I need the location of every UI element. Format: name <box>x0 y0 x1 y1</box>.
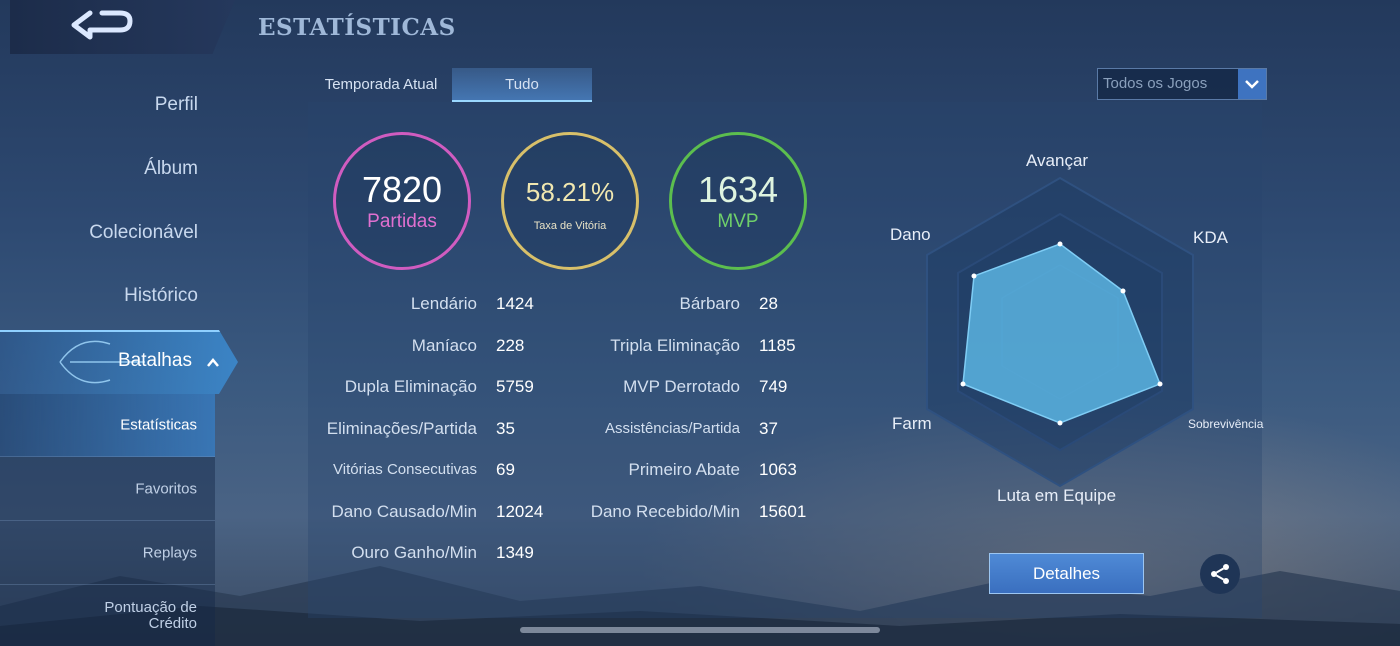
stat-label-barbaro: Bárbaro <box>679 294 740 313</box>
stat-value-lendario: 1424 <box>496 294 534 313</box>
submenu-item-label: Favoritos <box>135 480 197 498</box>
stat-label-tripla: Tripla Eliminação <box>610 336 740 355</box>
radar-label-kda: KDA <box>1193 228 1228 247</box>
stat-label-primeiro-abate: Primeiro Abate <box>628 460 741 479</box>
radar-label-farm: Farm <box>892 414 932 433</box>
home-indicator <box>520 627 880 633</box>
stat-value-eliminacoes: 35 <box>496 419 515 438</box>
mode-filter-select[interactable]: Todos os Jogos <box>1097 68 1267 100</box>
winrate-value: 58.21% <box>525 176 615 207</box>
sidebar-item-perfil[interactable]: Perfil <box>154 94 198 115</box>
winrate-label: Taxa de Vitória <box>533 219 607 232</box>
radar-label-dano: Dano <box>890 225 931 244</box>
stat-label-vitorias: Vitórias Consecutivas <box>333 461 477 478</box>
mode-filter-value: Todos os Jogos <box>1103 75 1208 92</box>
submenu-item-label: Estatísticas <box>120 416 197 434</box>
stat-value-dano-causado: 12024 <box>496 502 544 521</box>
share-icon <box>1211 564 1229 584</box>
stat-value-mvp-derrotado: 749 <box>759 377 788 396</box>
stat-value-barbaro: 28 <box>759 294 778 313</box>
chevron-down-icon[interactable] <box>1238 69 1266 99</box>
stat-label-mvp-derrotado: MVP Derrotado <box>623 377 740 396</box>
stat-label-eliminacoes: Eliminações/Partida <box>326 419 477 438</box>
submenu-item-estatisticas[interactable]: Estatísticas <box>0 394 215 457</box>
stat-value-ouro: 1349 <box>496 543 534 562</box>
stat-label-lendario: Lendário <box>410 294 477 313</box>
submenu-item-replays[interactable]: Replays <box>0 522 215 585</box>
stat-value-dupla: 5759 <box>496 377 534 396</box>
page-title: ESTATÍSTICAS <box>258 14 456 41</box>
submenu-item-label: Pontuação de Crédito <box>104 599 197 632</box>
back-arrow-icon <box>71 10 132 40</box>
mvp-label: MVP <box>717 211 759 232</box>
mvp-value: 1634 <box>697 169 779 210</box>
tab-tudo[interactable]: Tudo <box>452 68 592 102</box>
stat-value-assistencias: 37 <box>759 419 778 438</box>
back-button[interactable] <box>10 0 235 54</box>
sidebar-item-colecionavel[interactable]: Colecionável <box>89 222 198 243</box>
stat-value-vitorias: 69 <box>496 460 515 479</box>
share-button[interactable] <box>1200 554 1240 594</box>
submenu-item-label: Replays <box>142 544 197 562</box>
sidebar-submenu: Estatísticas Favoritos Replays Pontuação… <box>0 394 215 646</box>
submenu-item-pontuacao[interactable]: Pontuação de Crédito <box>0 586 215 646</box>
matches-circle: 7820 Partidas <box>333 132 471 270</box>
stat-value-maniaco: 228 <box>496 336 525 355</box>
sidebar-item-label: Batalhas <box>118 350 192 371</box>
radar-label-sobrevivencia: Sobrevivência <box>1188 417 1264 431</box>
radar-label-avancar: Avançar <box>1026 151 1089 170</box>
details-button[interactable]: Detalhes <box>989 553 1144 594</box>
stat-label-assistencias: Assistências/Partida <box>604 420 740 437</box>
stat-value-tripla: 1185 <box>759 336 796 355</box>
stat-label-dano-causado: Dano Causado/Min <box>331 502 477 521</box>
ornament-icon <box>59 340 145 384</box>
stat-label-ouro: Ouro Ganho/Min <box>351 543 477 562</box>
chevron-up-icon <box>207 358 219 367</box>
stat-label-dano-recebido: Dano Recebido/Min <box>590 502 740 521</box>
radar-chart <box>926 176 1194 488</box>
sidebar-item-historico[interactable]: Histórico <box>124 285 198 306</box>
sidebar-item-batalhas[interactable]: Batalhas <box>0 330 238 394</box>
tab-temporada-atual[interactable]: Temporada Atual <box>324 75 438 93</box>
submenu-item-favoritos[interactable]: Favoritos <box>0 458 215 521</box>
stat-label-maniaco: Maníaco <box>411 336 477 355</box>
winrate-circle: 58.21% Taxa de Vitória <box>501 132 639 270</box>
matches-label: Partidas <box>367 211 437 232</box>
radar-label-luta: Luta em Equipe <box>997 486 1117 505</box>
stat-value-primeiro-abate: 1063 <box>759 460 797 479</box>
matches-value: 7820 <box>361 169 443 210</box>
stat-value-dano-recebido: 15601 <box>759 502 807 521</box>
mvp-circle: 1634 MVP <box>669 132 807 270</box>
sidebar-item-album[interactable]: Álbum <box>144 158 198 179</box>
stat-label-dupla: Dupla Eliminação <box>344 377 477 396</box>
